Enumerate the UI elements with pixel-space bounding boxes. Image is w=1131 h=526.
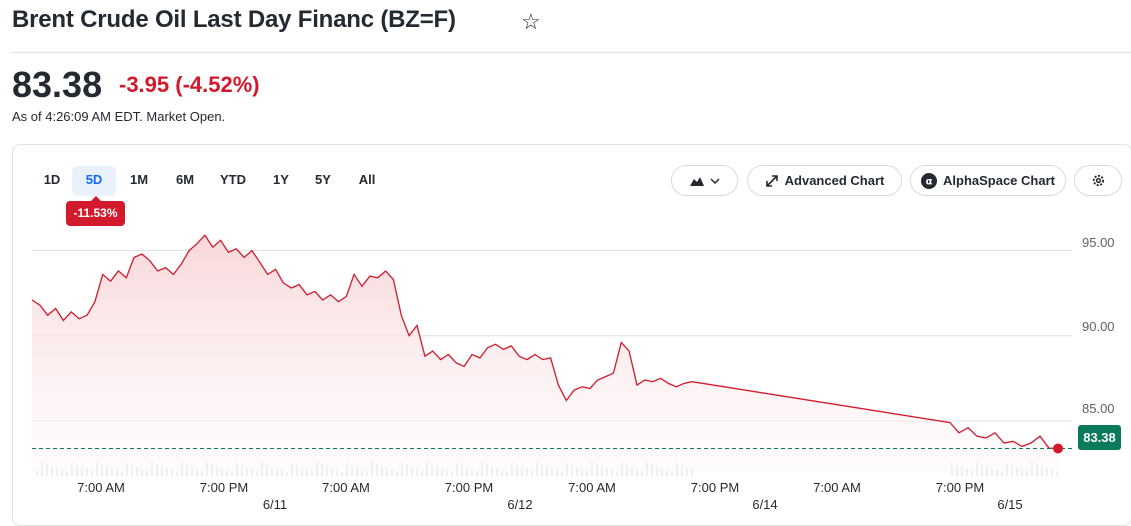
x-date-label: 6/11 <box>262 497 288 512</box>
x-time-label: 7:00 PM <box>444 480 494 495</box>
star-icon[interactable]: ☆ <box>521 9 541 34</box>
advanced-chart-label: Advanced Chart <box>784 173 885 188</box>
last-price-tag: 83.38 <box>1078 425 1121 450</box>
current-price: 83.38 <box>12 64 103 105</box>
svg-text:α: α <box>926 176 933 187</box>
x-date-label: 6/15 <box>997 497 1023 512</box>
tab-1y[interactable]: 1Y <box>273 172 289 187</box>
advanced-chart-button[interactable]: Advanced Chart <box>747 165 902 196</box>
x-time-label: 7:00 PM <box>199 480 249 495</box>
alphaspace-chart-label: AlphaSpace Chart <box>943 173 1055 188</box>
range-tabs: 1D 5D 1M 6M YTD 1Y 5Y All <box>32 166 392 196</box>
tab-5d[interactable]: 5D <box>72 166 116 196</box>
x-date-label: 6/12 <box>507 497 533 512</box>
tab-6m[interactable]: 6M <box>175 172 195 187</box>
mountain-chart-icon <box>689 176 704 186</box>
x-date-label: 6/14 <box>752 497 778 512</box>
alphaspace-logo-icon: α <box>921 172 937 189</box>
tab-1d[interactable]: 1D <box>43 172 61 187</box>
chevron-down-icon <box>709 177 720 184</box>
tab-1m[interactable]: 1M <box>129 172 149 187</box>
x-time-label: 7:00 PM <box>690 480 740 495</box>
price-change: -3.95 (-4.52%) <box>119 72 260 97</box>
divider <box>12 52 1131 53</box>
chart-settings-button[interactable] <box>1074 165 1122 196</box>
as-of-timestamp: As of 4:26:09 AM EDT. Market Open. <box>12 109 226 124</box>
chart-card <box>12 144 1131 526</box>
y-tick-label: 85.00 <box>1082 401 1115 416</box>
x-time-label: 7:00 AM <box>568 480 616 495</box>
x-time-label: 7:00 AM <box>77 480 125 495</box>
gear-icon <box>1092 174 1104 187</box>
tab-5y[interactable]: 5Y <box>315 172 331 187</box>
tab-ytd[interactable]: YTD <box>220 172 246 187</box>
tab-all[interactable]: All <box>358 172 376 187</box>
x-time-label: 7:00 PM <box>935 480 985 495</box>
chart-type-button[interactable] <box>671 165 738 196</box>
x-time-label: 7:00 AM <box>322 480 370 495</box>
page-title: Brent Crude Oil Last Day Financ (BZ=F) <box>12 6 456 33</box>
alphaspace-chart-button[interactable]: α AlphaSpace Chart <box>910 165 1066 196</box>
y-tick-label: 90.00 <box>1082 319 1115 334</box>
y-tick-label: 95.00 <box>1082 235 1115 250</box>
expand-arrows-icon <box>765 174 778 187</box>
x-time-label: 7:00 AM <box>813 480 861 495</box>
range-performance-badge: -11.53% <box>66 196 125 226</box>
